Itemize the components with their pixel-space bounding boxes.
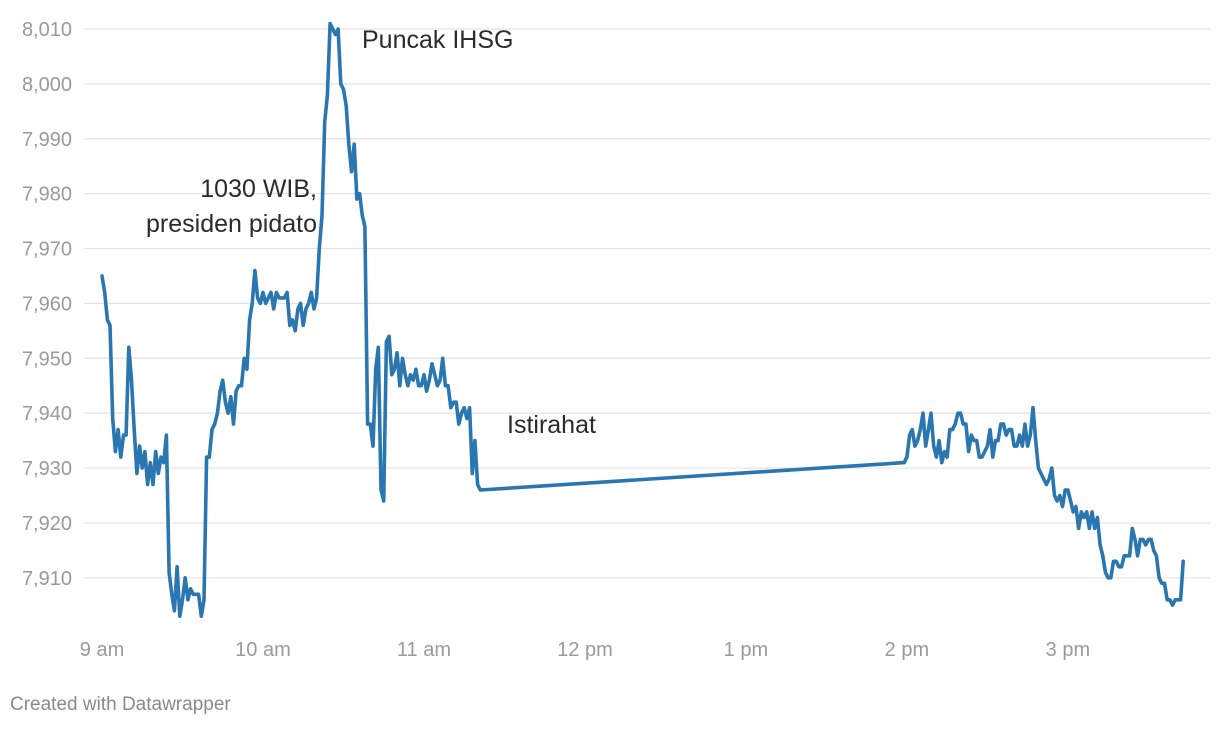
y-tick-label: 7,910 xyxy=(22,568,72,590)
x-tick-label: 1 pm xyxy=(724,639,768,661)
y-tick-label: 7,970 xyxy=(22,239,72,261)
x-tick-label: 2 pm xyxy=(885,639,929,661)
annotation-label: presiden pidato xyxy=(146,210,317,238)
x-tick-label: 12 pm xyxy=(557,639,613,661)
series-line xyxy=(100,21,1185,618)
y-tick-label: 7,980 xyxy=(22,184,72,206)
y-tick-label: 7,930 xyxy=(22,458,72,480)
y-tick-label: 7,920 xyxy=(22,513,72,535)
x-tick-label: 10 am xyxy=(235,639,291,661)
annotation-label: Puncak IHSG xyxy=(362,26,513,54)
y-axis-ticks: 7,910 7,920 7,930 7,940 7,950 7,960 7,970 7,980… xyxy=(22,19,72,590)
x-tick-label: 3 pm xyxy=(1046,639,1090,661)
x-tick-label: 9 am xyxy=(80,639,124,661)
x-axis-ticks: 9 am 10 am 11 am 12 pm 1 pm 2 pm 3 pm xyxy=(80,639,1090,661)
y-tick-label: 7,960 xyxy=(22,293,72,315)
annotation-label: 1030 WIB, xyxy=(200,175,317,203)
y-tick-label: 7,950 xyxy=(22,348,72,370)
annotation-label: Istirahat xyxy=(507,411,596,439)
y-tick-label: 7,940 xyxy=(22,403,72,425)
y-tick-label: 8,010 xyxy=(22,19,72,41)
annotations: Puncak IHSG 1030 WIB, presiden pidato Istir… xyxy=(146,26,596,439)
y-tick-label: 8,000 xyxy=(22,74,72,96)
x-tick-label: 11 am xyxy=(397,639,451,661)
y-tick-label: 7,990 xyxy=(22,129,72,151)
credit-text: Created with Datawrapper xyxy=(10,694,231,715)
series-layer xyxy=(100,21,1185,618)
